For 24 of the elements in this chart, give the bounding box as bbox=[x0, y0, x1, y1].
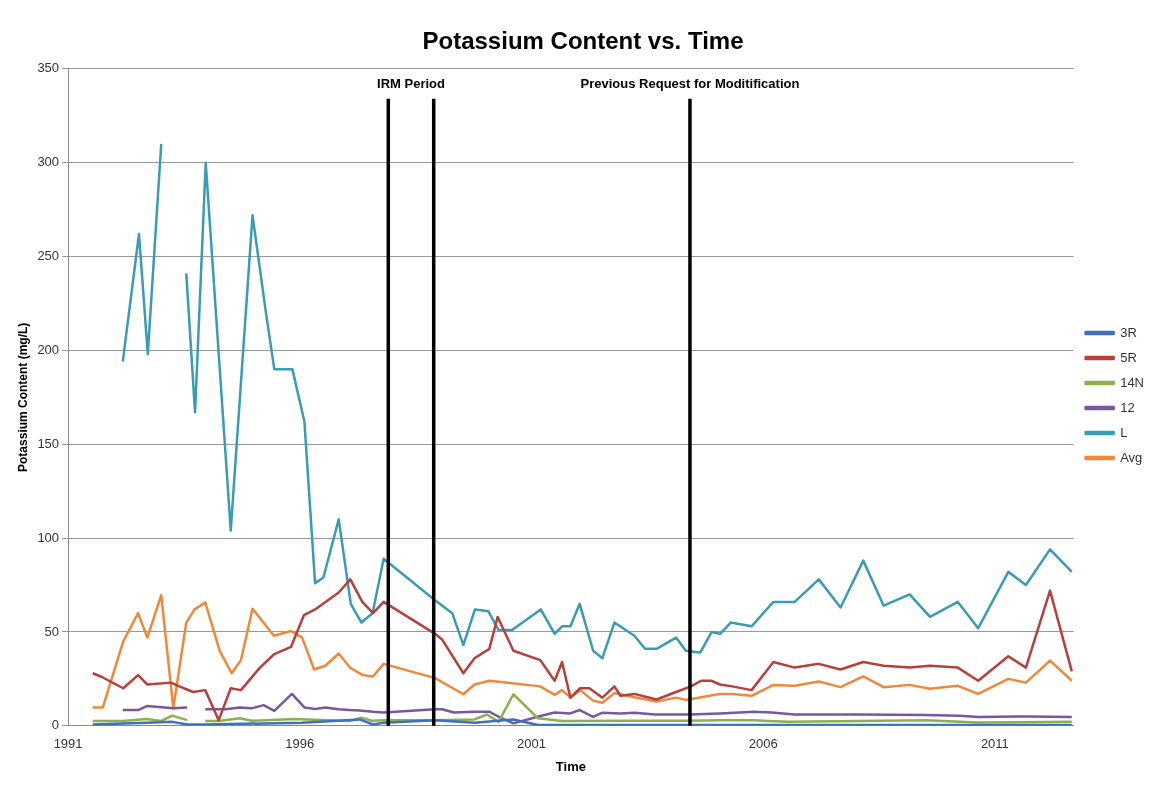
annotation: IRM Period bbox=[377, 76, 445, 92]
y-axis-title: Potassium Content (mg/L) bbox=[15, 322, 30, 472]
legend-label: Avg bbox=[1120, 449, 1143, 465]
y-tick-label: 350 bbox=[37, 60, 60, 76]
y-tick-label: 50 bbox=[44, 623, 60, 639]
x-axis-title: Time bbox=[555, 758, 586, 774]
y-tick-label: 150 bbox=[37, 435, 60, 451]
x-tick-label: 2006 bbox=[748, 736, 778, 752]
y-tick-label: 0 bbox=[51, 717, 60, 733]
x-tick-label: 1996 bbox=[285, 736, 315, 752]
ref-line-label: Previous Request for Moditification bbox=[580, 76, 800, 92]
legend-label: 3R bbox=[1120, 324, 1137, 340]
y-tick-label: 200 bbox=[37, 341, 60, 357]
legend-label: 14N bbox=[1120, 374, 1145, 390]
x-tick-label: 1991 bbox=[53, 736, 83, 752]
y-tick-label: 100 bbox=[37, 529, 60, 545]
legend-label: L bbox=[1120, 424, 1128, 440]
legend-label: 12 bbox=[1120, 399, 1135, 415]
x-tick-label: 2001 bbox=[517, 736, 546, 752]
y-tick-label: 300 bbox=[37, 154, 60, 170]
legend-label: 5R bbox=[1120, 349, 1137, 365]
chart-title: Potassium Content vs. Time bbox=[422, 27, 744, 55]
y-tick-label: 250 bbox=[37, 248, 60, 264]
x-tick-label: 2011 bbox=[980, 736, 1009, 752]
